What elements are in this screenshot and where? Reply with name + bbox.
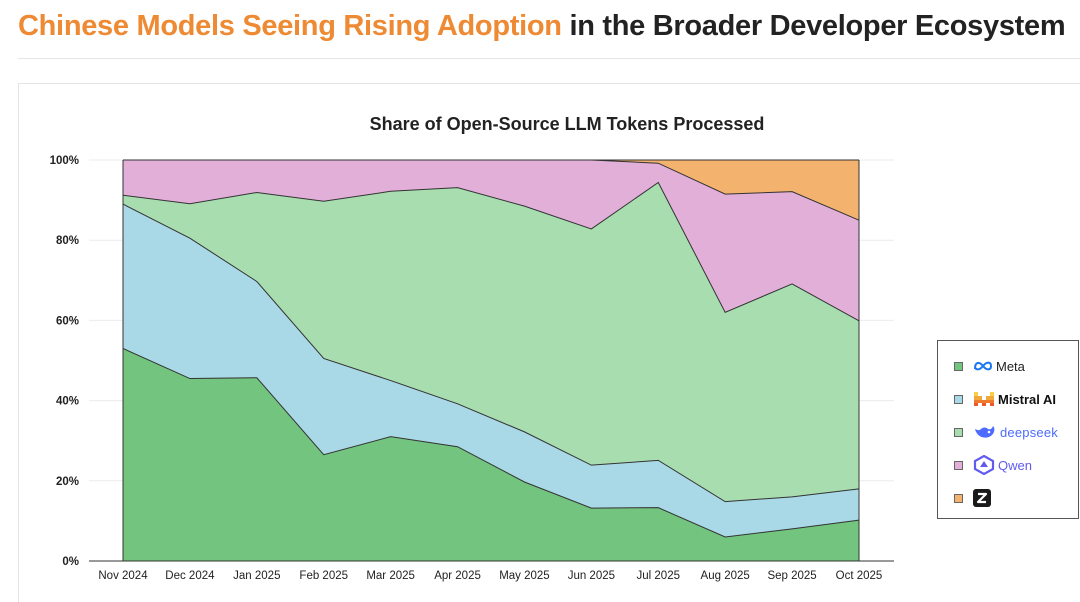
header-divider [18,58,1080,59]
x-tick-label: Dec 2024 [165,570,215,582]
mistral-icon [973,391,995,407]
y-axis-ticks: 0% 20% 40% 60% 80% 100% [50,155,79,568]
x-tick-label: Jan 2025 [233,570,280,582]
legend-swatch-mistral [954,394,963,404]
x-axis-ticks: Nov 2024 Dec 2024 Jan 2025 Feb 2025 Mar 2025… [98,570,882,582]
y-tick-label: 20% [56,476,79,488]
headline-rest: in the Broader Developer Ecosystem [561,10,1066,42]
series-line-mistral [122,203,860,503]
series-line-deepseek [122,181,860,322]
x-tick-label: Jul 2025 [637,570,680,582]
y-tick-label: 100% [50,155,79,167]
legend-label-mistral: Mistral AI [998,391,1057,407]
legend-swatch-meta [954,361,963,371]
x-tick-label: Aug 2025 [701,570,750,582]
y-tick-label: 0% [62,556,79,568]
legend: Meta Mistral AI deepseek [937,340,1079,519]
chart-card: Share of Open-Source LLM Tokens Processe… [18,83,1080,602]
chart-title: Share of Open-Source LLM Tokens Processe… [370,114,765,134]
zhipu-z-icon [973,489,991,507]
legend-label-qwen: Qwen [998,457,1032,473]
area-qwen[interactable] [123,160,859,321]
qwen-icon [973,455,995,475]
legend-item-mistral[interactable]: Mistral AI [954,389,1056,409]
x-tick-label: Mar 2025 [366,570,415,582]
series-lines-group [89,159,894,562]
legend-item-zhipu[interactable] [954,488,994,508]
legend-swatch-qwen [954,460,963,470]
headline-accent: Chinese Models Seeing Rising Adoption [18,10,562,42]
area-series-group [123,160,859,561]
legend-swatch-zhipu [954,493,963,503]
y-tick-label: 80% [56,235,79,247]
legend-label-meta: Meta [996,358,1025,374]
deepseek-icon [973,423,997,441]
x-tick-label: Feb 2025 [299,570,348,582]
area-zhipu[interactable] [123,160,859,221]
series-line-meta [122,348,860,538]
x-tick-label: Nov 2024 [98,570,148,582]
x-tick-label: May 2025 [499,570,550,582]
y-tick-label: 60% [56,315,79,327]
y-tick-label: 40% [56,396,79,408]
legend-item-deepseek[interactable]: deepseek [954,422,1058,442]
legend-swatch-deepseek [954,427,963,437]
stacked-area-chart: Share of Open-Source LLM Tokens Processe… [50,114,894,582]
x-tick-label: Oct 2025 [836,570,883,582]
x-tick-label: Sep 2025 [767,570,816,582]
x-tick-label: Apr 2025 [434,570,481,582]
meta-icon [973,360,993,372]
area-meta[interactable] [123,348,859,561]
page-headline: Chinese Models Seeing Rising Adoption in… [18,10,1066,43]
area-mistral[interactable] [123,204,859,537]
x-tick-label: Jun 2025 [568,570,615,582]
area-deepseek[interactable] [123,182,859,502]
legend-item-meta[interactable]: Meta [954,356,1025,376]
legend-label-deepseek: deepseek [1000,424,1058,440]
legend-item-qwen[interactable]: Qwen [954,455,1032,475]
